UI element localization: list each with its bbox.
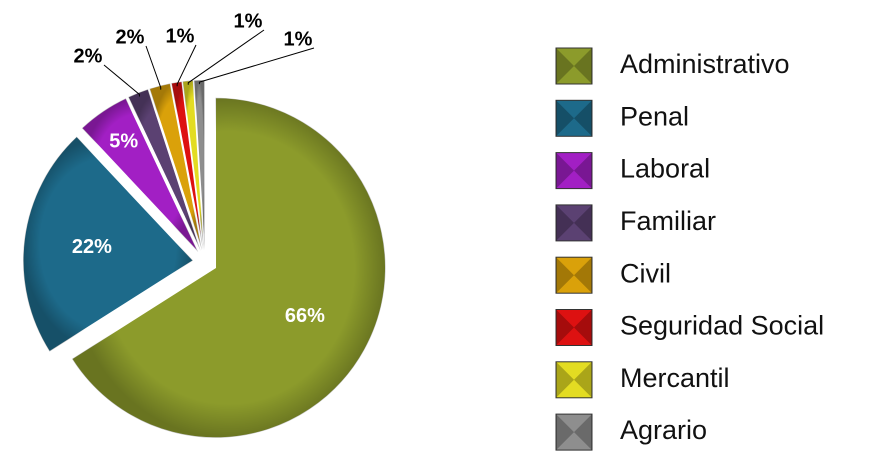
leader-line xyxy=(187,29,265,85)
legend-bevel xyxy=(556,361,592,398)
legend-swatch xyxy=(555,99,593,137)
data-label: 1% xyxy=(284,28,313,50)
legend-swatch xyxy=(555,256,593,294)
leader-line xyxy=(198,47,315,85)
legend-label: Seguridad Social xyxy=(620,311,824,341)
legend-bevel xyxy=(556,257,592,294)
legend-label: Administrativo xyxy=(620,49,790,79)
legend-bevel xyxy=(556,309,592,346)
data-label: 22% xyxy=(72,236,112,258)
legend-bevel xyxy=(556,204,592,241)
legend-swatch xyxy=(555,152,593,190)
data-label: 5% xyxy=(109,131,138,153)
legend-swatch xyxy=(555,47,593,85)
data-label: 1% xyxy=(234,10,263,32)
legend-bevel xyxy=(556,100,592,137)
data-label: 1% xyxy=(166,25,195,47)
data-label: 2% xyxy=(74,45,103,67)
legend-swatch xyxy=(555,204,593,242)
leader-line xyxy=(176,44,197,87)
legend-label: Penal xyxy=(620,101,689,131)
legend-label: Laboral xyxy=(620,154,710,184)
legend-swatch xyxy=(555,361,593,399)
legend-label: Familiar xyxy=(620,206,716,236)
leader-line xyxy=(103,64,140,97)
legend-swatch xyxy=(555,309,593,346)
legend-bevel xyxy=(556,414,592,451)
leader-line xyxy=(145,45,162,90)
legend-label: Mercantil xyxy=(620,363,730,393)
data-label: 66% xyxy=(285,305,325,327)
data-label: 2% xyxy=(116,26,145,48)
legend-bevel xyxy=(556,152,592,189)
legend-bevel xyxy=(556,48,592,84)
legend-swatch xyxy=(555,413,593,451)
legend-label: Agrario xyxy=(620,415,707,445)
legend-label: Civil xyxy=(620,258,671,288)
